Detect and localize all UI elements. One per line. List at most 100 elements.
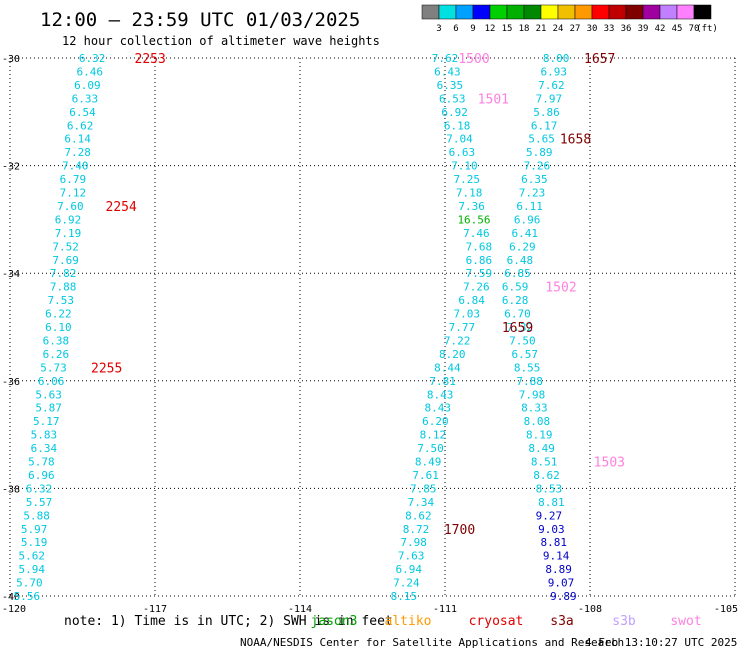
wave-height-value: 6.79: [60, 173, 87, 186]
wave-height-value: 7.53: [48, 294, 75, 307]
wave-height-tracks: 6.326.466.096.336.546.626.147.287.406.79…: [14, 52, 577, 603]
time-label: 2254: [106, 200, 137, 215]
color-scale-swatch: [625, 4, 644, 20]
wave-height-value: 7.98: [400, 536, 427, 549]
time-label: 1500: [458, 52, 489, 67]
time-label: 1658: [560, 133, 591, 148]
wave-height-value: 8.20: [439, 348, 466, 361]
satellite-legend-item: swot: [670, 614, 701, 629]
wave-height-value: 6.63: [449, 146, 476, 159]
wave-height-value: 7.19: [55, 227, 82, 240]
wave-height-value: 8.49: [528, 442, 555, 455]
wave-height-value: 6.11: [516, 200, 543, 213]
wave-height-value: 6.26: [43, 348, 70, 361]
wave-height-value: 7.10: [451, 160, 478, 173]
wave-height-value: 5.70: [16, 577, 43, 590]
wave-height-value: 7.98: [519, 388, 546, 401]
wave-height-value: 6.53: [439, 92, 466, 105]
wave-height-value: 7.36: [458, 200, 485, 213]
wave-height-value: 8.51: [531, 456, 558, 469]
color-scale-swatch: [540, 4, 559, 20]
wave-height-value: 8.62: [405, 509, 432, 522]
chart-title: 12:00 – 23:59 UTC 01/03/2025: [40, 9, 360, 31]
wave-height-value: 7.61: [412, 469, 439, 482]
x-tick-label: -108: [578, 604, 602, 615]
color-scale-swatch: [421, 4, 440, 20]
wave-height-value: 8.15: [391, 590, 418, 603]
time-label: 2253: [135, 52, 166, 67]
wave-height-value: 7.12: [60, 187, 87, 200]
color-scale-swatch: [676, 4, 695, 20]
wave-height-value: 7.85: [410, 482, 437, 495]
color-scale-unit: (ft): [696, 24, 718, 34]
wave-height-value: 6.94: [396, 563, 423, 576]
color-scale-label: 12: [485, 24, 496, 34]
wave-height-value: 8.62: [533, 469, 560, 482]
wave-height-value: 9.89: [550, 590, 577, 603]
wave-height-value: 6.35: [437, 79, 464, 92]
satellite-legend-item: jason3: [311, 614, 358, 629]
wave-height-value: 6.93: [541, 65, 568, 78]
wave-height-value: 5.89: [526, 146, 553, 159]
wave-height-value: 7.62: [432, 52, 459, 65]
wave-height-value: 6.92: [55, 213, 82, 226]
wave-height-value: 5.57: [26, 496, 53, 509]
y-tick-label: -36: [2, 377, 20, 388]
color-scale-label: 70: [689, 24, 700, 34]
wave-height-value: 5.94: [19, 563, 46, 576]
wave-height-value: 5.63: [35, 388, 62, 401]
y-tick-label: -38: [2, 484, 20, 495]
wave-height-value: 5.73: [40, 361, 67, 374]
wave-height-value: 6.17: [531, 119, 558, 132]
wave-height-value: 8.81: [541, 536, 568, 549]
wave-height-value: 7.25: [454, 173, 481, 186]
wave-height-value: 7.26: [463, 281, 490, 294]
wave-height-value: 6.28: [502, 294, 529, 307]
color-scale-label: 45: [672, 24, 683, 34]
color-scale-label: 6: [453, 24, 458, 34]
wave-height-value: 6.38: [43, 334, 70, 347]
satellite-legend-item: cryosat: [469, 614, 524, 629]
wave-height-value: 7.62: [538, 79, 565, 92]
wave-height-value: 6.86: [466, 254, 493, 267]
color-scale-label: 42: [655, 24, 666, 34]
note-text: note: 1) Time is in UTC; 2) SWH is in fe…: [64, 614, 393, 629]
wave-height-value: 7.60: [57, 200, 84, 213]
wave-height-value: 7.81: [429, 375, 456, 388]
wave-height-value: 9.14: [543, 550, 570, 563]
wave-height-value: 5.87: [35, 402, 62, 415]
wave-height-value: 8.53: [536, 482, 563, 495]
wave-height-value: 6.96: [28, 469, 55, 482]
wave-height-value: 5.19: [21, 536, 48, 549]
color-scale-swatch: [642, 4, 661, 20]
time-label: 2255: [91, 361, 122, 376]
wave-height-value: 6.29: [509, 240, 536, 253]
color-scale-swatch: [455, 4, 474, 20]
wave-height-value: 8.43: [425, 402, 452, 415]
wave-height-value: 6.33: [72, 92, 99, 105]
time-labels: 2253 2254 2255 1500 1501 1502 1503 1657 1658 1659…: [91, 52, 625, 538]
footer-timestamp: 4 Feb 13:10:27 UTC 2025: [585, 636, 737, 649]
wave-height-value: 7.50: [509, 334, 536, 347]
wave-height-value: 7.26: [524, 160, 551, 173]
wave-height-value: 6.85: [504, 267, 531, 280]
wave-height-value: 5.56: [14, 590, 41, 603]
wave-height-value: 5.97: [21, 523, 48, 536]
wave-height-value: 6.32: [26, 482, 53, 495]
wave-height-value: 7.52: [52, 240, 79, 253]
wave-height-value: 6.57: [512, 348, 539, 361]
color-scale-swatch: [574, 4, 593, 20]
satellite-legend-item: s3a: [550, 614, 573, 629]
grid-lines: [9, 57, 736, 597]
color-scale-label: 27: [570, 24, 581, 34]
wave-height-value: 6.41: [512, 227, 539, 240]
wave-height-value: 7.04: [446, 133, 473, 146]
wave-height-value: 8.44: [434, 361, 461, 374]
color-scale-swatch: [489, 4, 508, 20]
wave-height-value: 7.32: [507, 321, 534, 334]
wave-height-value: 8.72: [403, 523, 430, 536]
wave-height-value: 7.23: [519, 187, 546, 200]
wave-height-value: 9.03: [538, 523, 565, 536]
wave-height-value: 7.97: [536, 92, 563, 105]
